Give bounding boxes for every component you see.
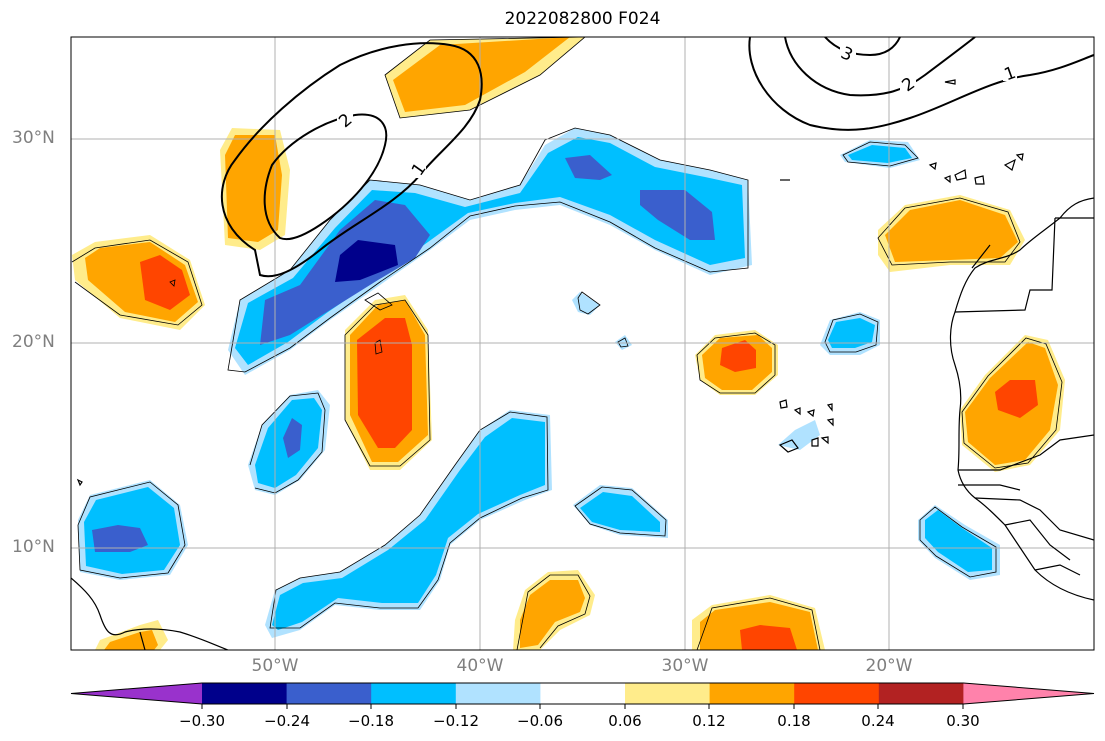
gridlines xyxy=(71,37,1094,650)
map-plot-area: 1 2 3 2 1 xyxy=(71,37,1094,650)
map-frame xyxy=(70,36,1095,651)
lat-label-20n: 20°N xyxy=(12,332,55,352)
colorbar-tick-label: 0.12 xyxy=(692,712,726,730)
colorbar-extend-min xyxy=(71,683,202,704)
colorbar xyxy=(70,682,1095,705)
colorbar-tick-label: −0.24 xyxy=(264,712,310,730)
lon-label-20w: 20°W xyxy=(865,656,913,676)
coastlines xyxy=(71,79,1094,650)
map-title: 2022082800 F024 xyxy=(504,9,661,29)
thick-contours xyxy=(221,37,1094,278)
colorbar-extend-max xyxy=(963,683,1094,704)
colorbar-tick-label: −0.18 xyxy=(348,712,394,730)
colorbar-segment xyxy=(794,683,880,704)
negative-anomaly-shading xyxy=(78,128,1000,638)
colorbar-segment xyxy=(625,683,711,704)
colorbar-ticks xyxy=(201,704,964,709)
lon-label-40w: 40°W xyxy=(456,656,504,676)
colorbar-tick-label: 0.30 xyxy=(946,712,980,730)
colorbar-tick-label: 0.06 xyxy=(608,712,642,730)
colorbar-tick-label: 0.24 xyxy=(861,712,895,730)
anomaly-outline-contours xyxy=(71,37,1063,650)
colorbar-tick-label: 0.18 xyxy=(777,712,811,730)
colorbar-segment xyxy=(878,683,964,704)
colorbar-tick-label: −0.06 xyxy=(517,712,563,730)
colorbar-segment xyxy=(286,683,372,704)
colorbar-segment xyxy=(202,683,288,704)
colorbar-segment xyxy=(709,683,795,704)
contour-labels: 1 2 3 2 1 xyxy=(335,43,1018,180)
colorbar-tick-label: −0.12 xyxy=(433,712,479,730)
colorbar-segment xyxy=(371,683,457,704)
colorbar-segment xyxy=(455,683,541,704)
lon-label-30w: 30°W xyxy=(661,656,709,676)
contour-label: 2 xyxy=(335,110,356,132)
lat-label-10n: 10°N xyxy=(12,537,55,557)
colorbar-segment xyxy=(540,683,626,704)
lon-label-50w: 50°W xyxy=(251,656,299,676)
lat-label-30n: 30°N xyxy=(12,128,55,148)
positive-anomaly-shading xyxy=(72,37,1065,650)
colorbar-tick-label: −0.30 xyxy=(179,712,225,730)
